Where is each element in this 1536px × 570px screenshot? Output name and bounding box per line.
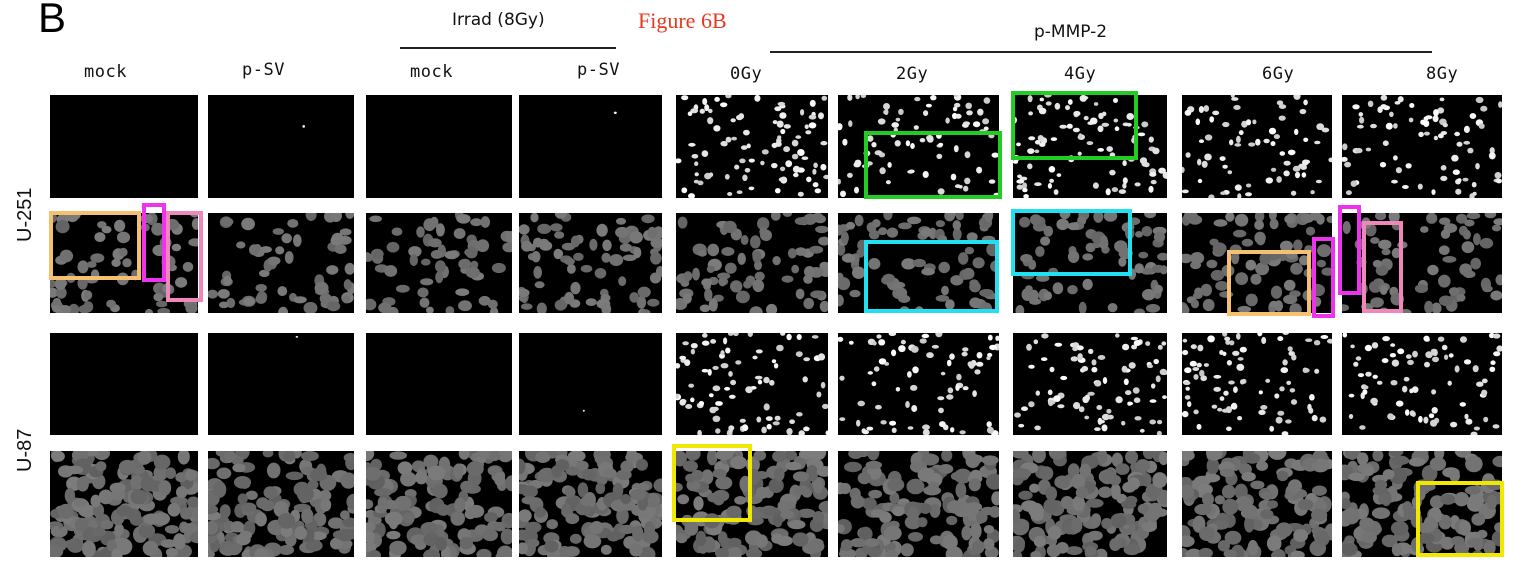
micrograph-tile [50,451,198,557]
col-header-0gy: 0Gy [730,64,763,84]
highlight-box-magenta [1338,205,1361,295]
micrograph-tile [50,95,198,198]
micrograph-tile [1342,95,1502,198]
micrograph-tile [519,333,662,435]
highlight-box-green [864,131,1002,199]
highlight-box-yellow [1416,481,1504,557]
micrograph-tile [519,451,662,557]
pmmp-group-title: p-MMP-2 [1034,22,1108,42]
micrograph-tile [366,95,512,198]
micrograph-tile [838,451,999,557]
row-label-u87: U-87 [14,428,36,472]
micrograph-tile [1182,333,1332,435]
panel-letter: B [38,0,67,41]
micrograph-tile [1182,451,1332,557]
micrograph-tile [519,213,662,313]
micrograph-tile [676,213,828,313]
highlight-box-green [1011,91,1138,160]
irrad-group-title: Irrad (8Gy) [452,10,545,30]
col-header-8gy: 8Gy [1426,64,1459,84]
row-label-u251: U-251 [14,187,36,242]
highlight-box-pink [1362,221,1403,313]
micrograph-tile [1342,213,1502,313]
micrograph-tile [676,95,828,198]
pmmp-group-rule [770,51,1432,53]
micrograph-tile [50,213,198,313]
micrograph-tile [50,333,198,435]
irrad-group-rule [400,47,616,49]
micrograph-tile [519,95,662,198]
highlight-box-cyan [864,240,999,313]
col-header-6gy: 6Gy [1262,64,1295,84]
micrograph-tile [366,213,512,313]
micrograph-tile [1013,451,1167,557]
micrograph-tile [838,333,999,435]
micrograph-tile [1013,213,1167,313]
highlight-box-pink [166,211,203,302]
micrograph-tile [208,95,354,198]
micrograph-tile [366,333,512,435]
micrograph-tile [676,333,828,435]
highlight-box-orange [1227,250,1311,316]
micrograph-tile [1182,95,1332,198]
micrograph-tile [208,333,354,435]
micrograph-tile [208,213,354,313]
figure-label: Figure 6B [638,8,727,33]
micrograph-tile [1013,333,1167,435]
highlight-box-magenta [1312,237,1335,318]
micrograph-tile [208,451,354,557]
highlight-box-yellow [672,444,752,522]
col-header-irrad-mock: mock [410,62,453,82]
highlight-box-cyan [1011,209,1132,276]
col-header-2gy: 2Gy [896,64,929,84]
micrograph-tile [366,451,512,557]
col-header-mock: mock [84,62,127,82]
micrograph-tile [1342,333,1502,435]
highlight-box-magenta [142,203,166,282]
col-header-psv: p-SV [242,60,285,80]
col-header-4gy: 4Gy [1064,64,1097,84]
highlight-box-orange [49,211,141,280]
col-header-irrad-psv: p-SV [577,60,620,80]
micrograph-tile [1013,95,1167,198]
